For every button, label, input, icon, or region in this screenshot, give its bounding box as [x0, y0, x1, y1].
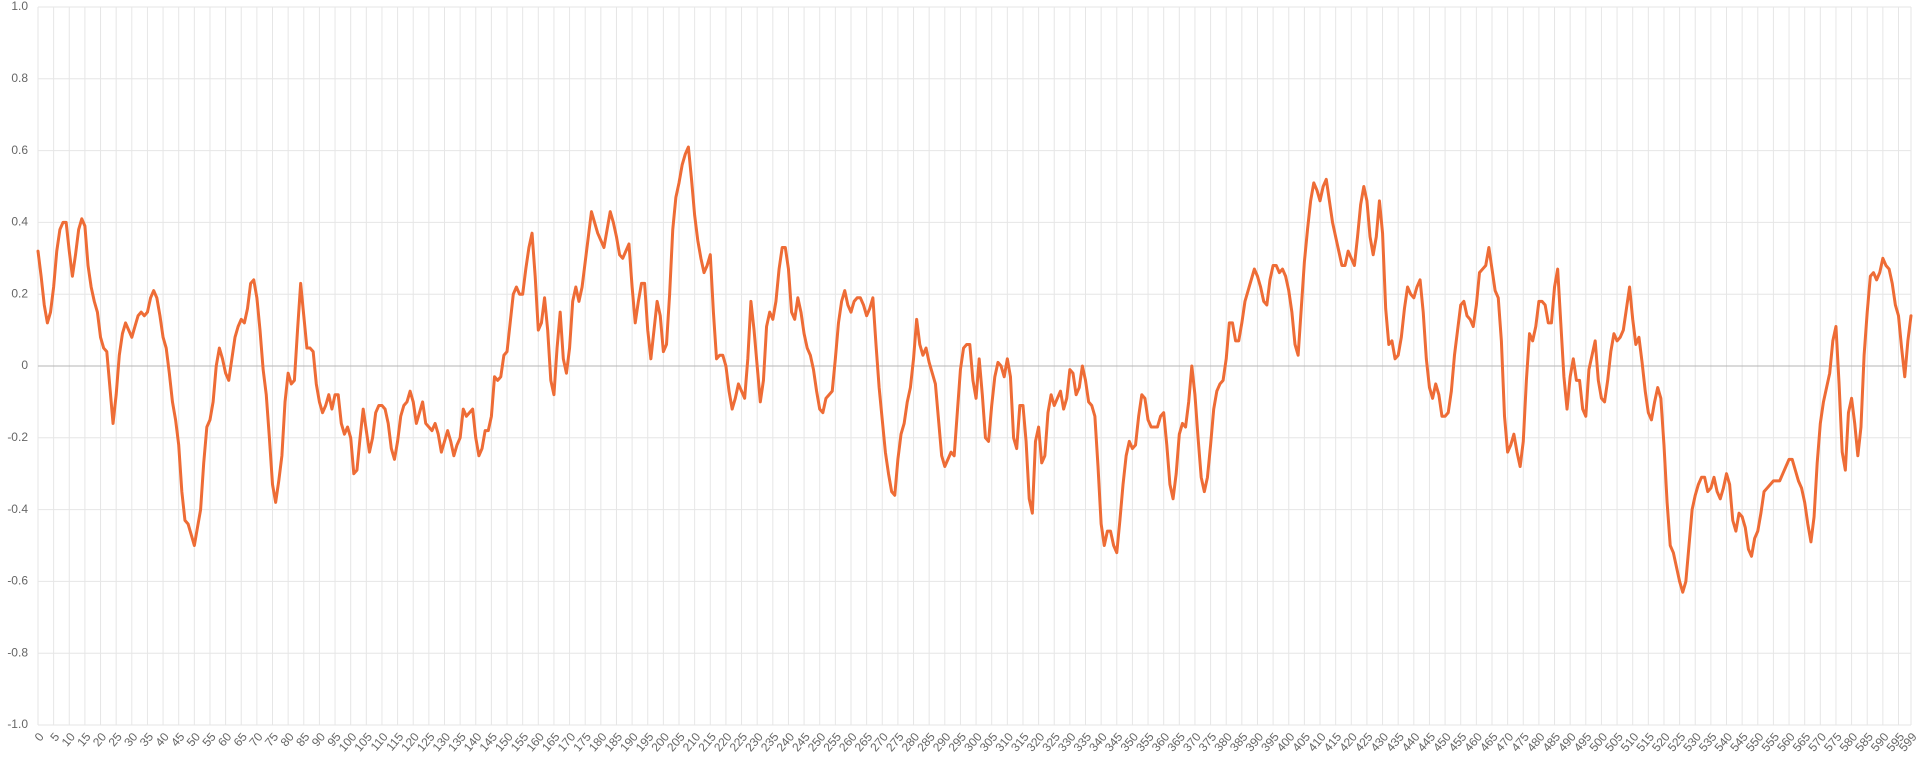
data-line: [36, 145, 1913, 594]
x-tick-label: 0: [32, 730, 47, 744]
y-tick-label: 0.8: [11, 71, 28, 85]
y-tick-label: 1.0: [11, 0, 28, 13]
y-tick-label: -0.2: [7, 430, 28, 444]
y-tick-label: 0.4: [11, 215, 28, 229]
y-tick-label: 0.6: [11, 143, 28, 157]
y-tick-label: -0.4: [7, 502, 28, 516]
y-tick-label: 0: [21, 358, 28, 372]
y-tick-label: -0.8: [7, 645, 28, 659]
y-tick-label: -0.6: [7, 574, 28, 588]
y-tick-label: 0.2: [11, 286, 28, 300]
y-tick-label: -1.0: [7, 717, 28, 731]
